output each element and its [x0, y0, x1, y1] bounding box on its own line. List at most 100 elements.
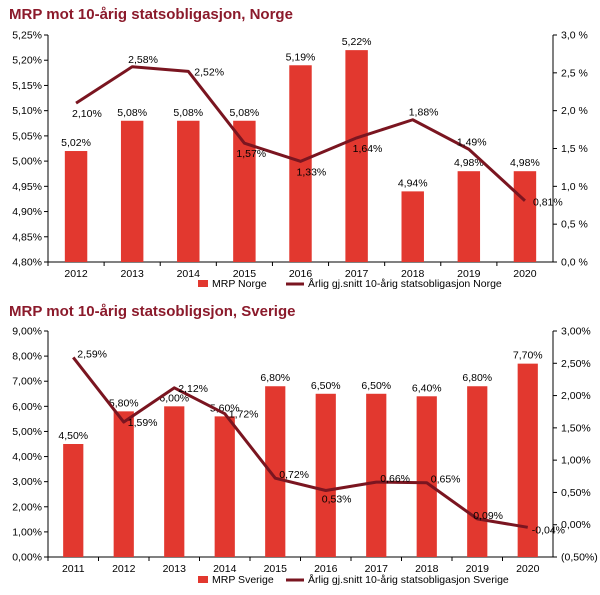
line-data-label: 1,59% [128, 417, 158, 429]
left-tick-label: 2,00% [12, 501, 42, 513]
x-tick-label: 2013 [120, 268, 144, 280]
left-tick-label: 5,25% [12, 30, 42, 42]
line-data-label: 1,72% [229, 409, 259, 421]
line-data-label: 0,09% [473, 510, 503, 522]
x-tick-label: 2015 [233, 268, 257, 280]
right-tick-label: 2,5 % [561, 67, 588, 79]
left-tick-label: 6,00% [12, 401, 42, 413]
line-data-label: 2,52% [194, 66, 224, 78]
bar-data-label: 5,08% [173, 107, 203, 119]
chart-title-sverige: MRP mot 10-årig statsobligsjon, Sverige [9, 303, 296, 320]
bar-data-label: 6,50% [361, 380, 391, 392]
bar [416, 396, 437, 557]
chart-title-norge: MRP mot 10-årig statsobligasjon, Norge [9, 6, 293, 23]
left-tick-label: 4,85% [12, 231, 42, 243]
left-tick-label: 4,90% [12, 206, 42, 218]
line-data-label: 0,66% [380, 473, 410, 485]
legend-bar-swatch [198, 280, 208, 287]
bar [233, 120, 256, 262]
line-data-label: 1,49% [457, 136, 487, 148]
right-tick-label: 0,5 % [561, 219, 588, 231]
legend-bar-swatch [198, 576, 208, 583]
bar [177, 120, 200, 262]
legend-bar-label: MRP Norge [212, 278, 267, 290]
line-data-label: 2,58% [128, 54, 158, 66]
line-data-label: -0,04% [532, 524, 565, 536]
x-tick-label: 2020 [513, 268, 537, 280]
x-tick-label: 2014 [177, 268, 201, 280]
x-tick-label: 2019 [457, 268, 481, 280]
x-tick-label: 2016 [289, 268, 313, 280]
bar-data-label: 5,80% [109, 397, 139, 409]
right-tick-label: 3,00% [561, 326, 591, 338]
bar-data-label: 5,22% [342, 36, 372, 48]
bar [289, 65, 312, 263]
left-tick-label: 5,15% [12, 80, 42, 92]
right-tick-label: 0,0 % [561, 257, 588, 269]
x-tick-label: 2016 [314, 563, 338, 575]
x-tick-label: 2020 [516, 563, 540, 575]
right-tick-label: 2,00% [561, 390, 591, 402]
right-tick-label: 1,00% [561, 455, 591, 467]
bar-data-label: 5,08% [229, 107, 259, 119]
bar-data-label: 4,94% [398, 177, 428, 189]
line-data-label: 0,53% [322, 493, 352, 505]
left-tick-label: 5,10% [12, 105, 42, 117]
bar-data-label: 6,50% [311, 380, 341, 392]
left-tick-label: 5,00% [12, 426, 42, 438]
left-tick-label: 0,00% [12, 552, 42, 564]
right-tick-label: 0,00% [561, 519, 591, 531]
legend-bar-label: MRP Sverige [212, 574, 274, 586]
line-data-label: 1,33% [297, 166, 327, 178]
bar [467, 386, 488, 557]
x-tick-label: 2017 [345, 268, 369, 280]
bar [401, 191, 424, 262]
bar-data-label: 4,50% [58, 430, 88, 442]
bar [120, 120, 144, 262]
legend-line-label: Årlig gj.snitt 10-årig statsobligasjon S… [308, 573, 509, 586]
bar-data-label: 4,98% [454, 157, 484, 169]
bar-data-label: 6,00% [159, 392, 189, 404]
line-series [72, 356, 528, 529]
bar-data-label: 4,98% [510, 157, 540, 169]
x-tick-label: 2018 [401, 268, 425, 280]
left-tick-label: 5,05% [12, 130, 42, 142]
line-data-label: 1,57% [236, 148, 266, 160]
bar [345, 50, 368, 263]
left-tick-label: 7,00% [12, 376, 42, 388]
bar [63, 444, 84, 557]
bar [517, 363, 538, 557]
right-tick-label: 2,50% [561, 358, 591, 370]
left-tick-label: 8,00% [12, 351, 42, 363]
chart-norge: 4,80% 4,85% 4,90% 4,95% 5,00% 5,05% 5,10% 5,15%… [12, 30, 588, 291]
bar-data-label: 5,19% [286, 51, 316, 63]
right-tick-label: 2,0 % [561, 105, 588, 117]
line-data-label: 0,72% [279, 469, 309, 481]
line-data-label: 0,81% [533, 197, 563, 209]
x-tick-label: 2018 [415, 563, 439, 575]
legend-line-label: Årlig gj.snitt 10-årig statsobligasjon N… [308, 277, 502, 290]
x-tick-label: 2014 [213, 563, 237, 575]
bar-data-label: 5,02% [61, 137, 91, 149]
left-tick-label: 1,00% [12, 526, 42, 538]
bar [315, 393, 336, 557]
x-tick-label: 2012 [112, 563, 136, 575]
right-tick-label: 3,0 % [561, 30, 588, 42]
line-data-label: 1,64% [353, 143, 383, 155]
right-tick-label: 0,50% [561, 487, 591, 499]
bar [265, 386, 286, 557]
bar-data-label: 6,80% [260, 372, 290, 384]
bar-data-label: 7,70% [513, 350, 543, 362]
x-tick-label: 2011 [62, 563, 85, 575]
bar [113, 411, 134, 557]
bar [214, 416, 235, 557]
line-data-label: 1,88% [409, 107, 439, 119]
right-tick-label: (0,50%) [561, 552, 598, 564]
left-tick-label: 3,00% [12, 476, 42, 488]
bar-data-label: 6,40% [412, 382, 442, 394]
right-tick-label: 1,5 % [561, 143, 588, 155]
bar [164, 406, 185, 557]
left-tick-label: 9,00% [12, 326, 42, 338]
x-tick-label: 2012 [64, 268, 88, 280]
